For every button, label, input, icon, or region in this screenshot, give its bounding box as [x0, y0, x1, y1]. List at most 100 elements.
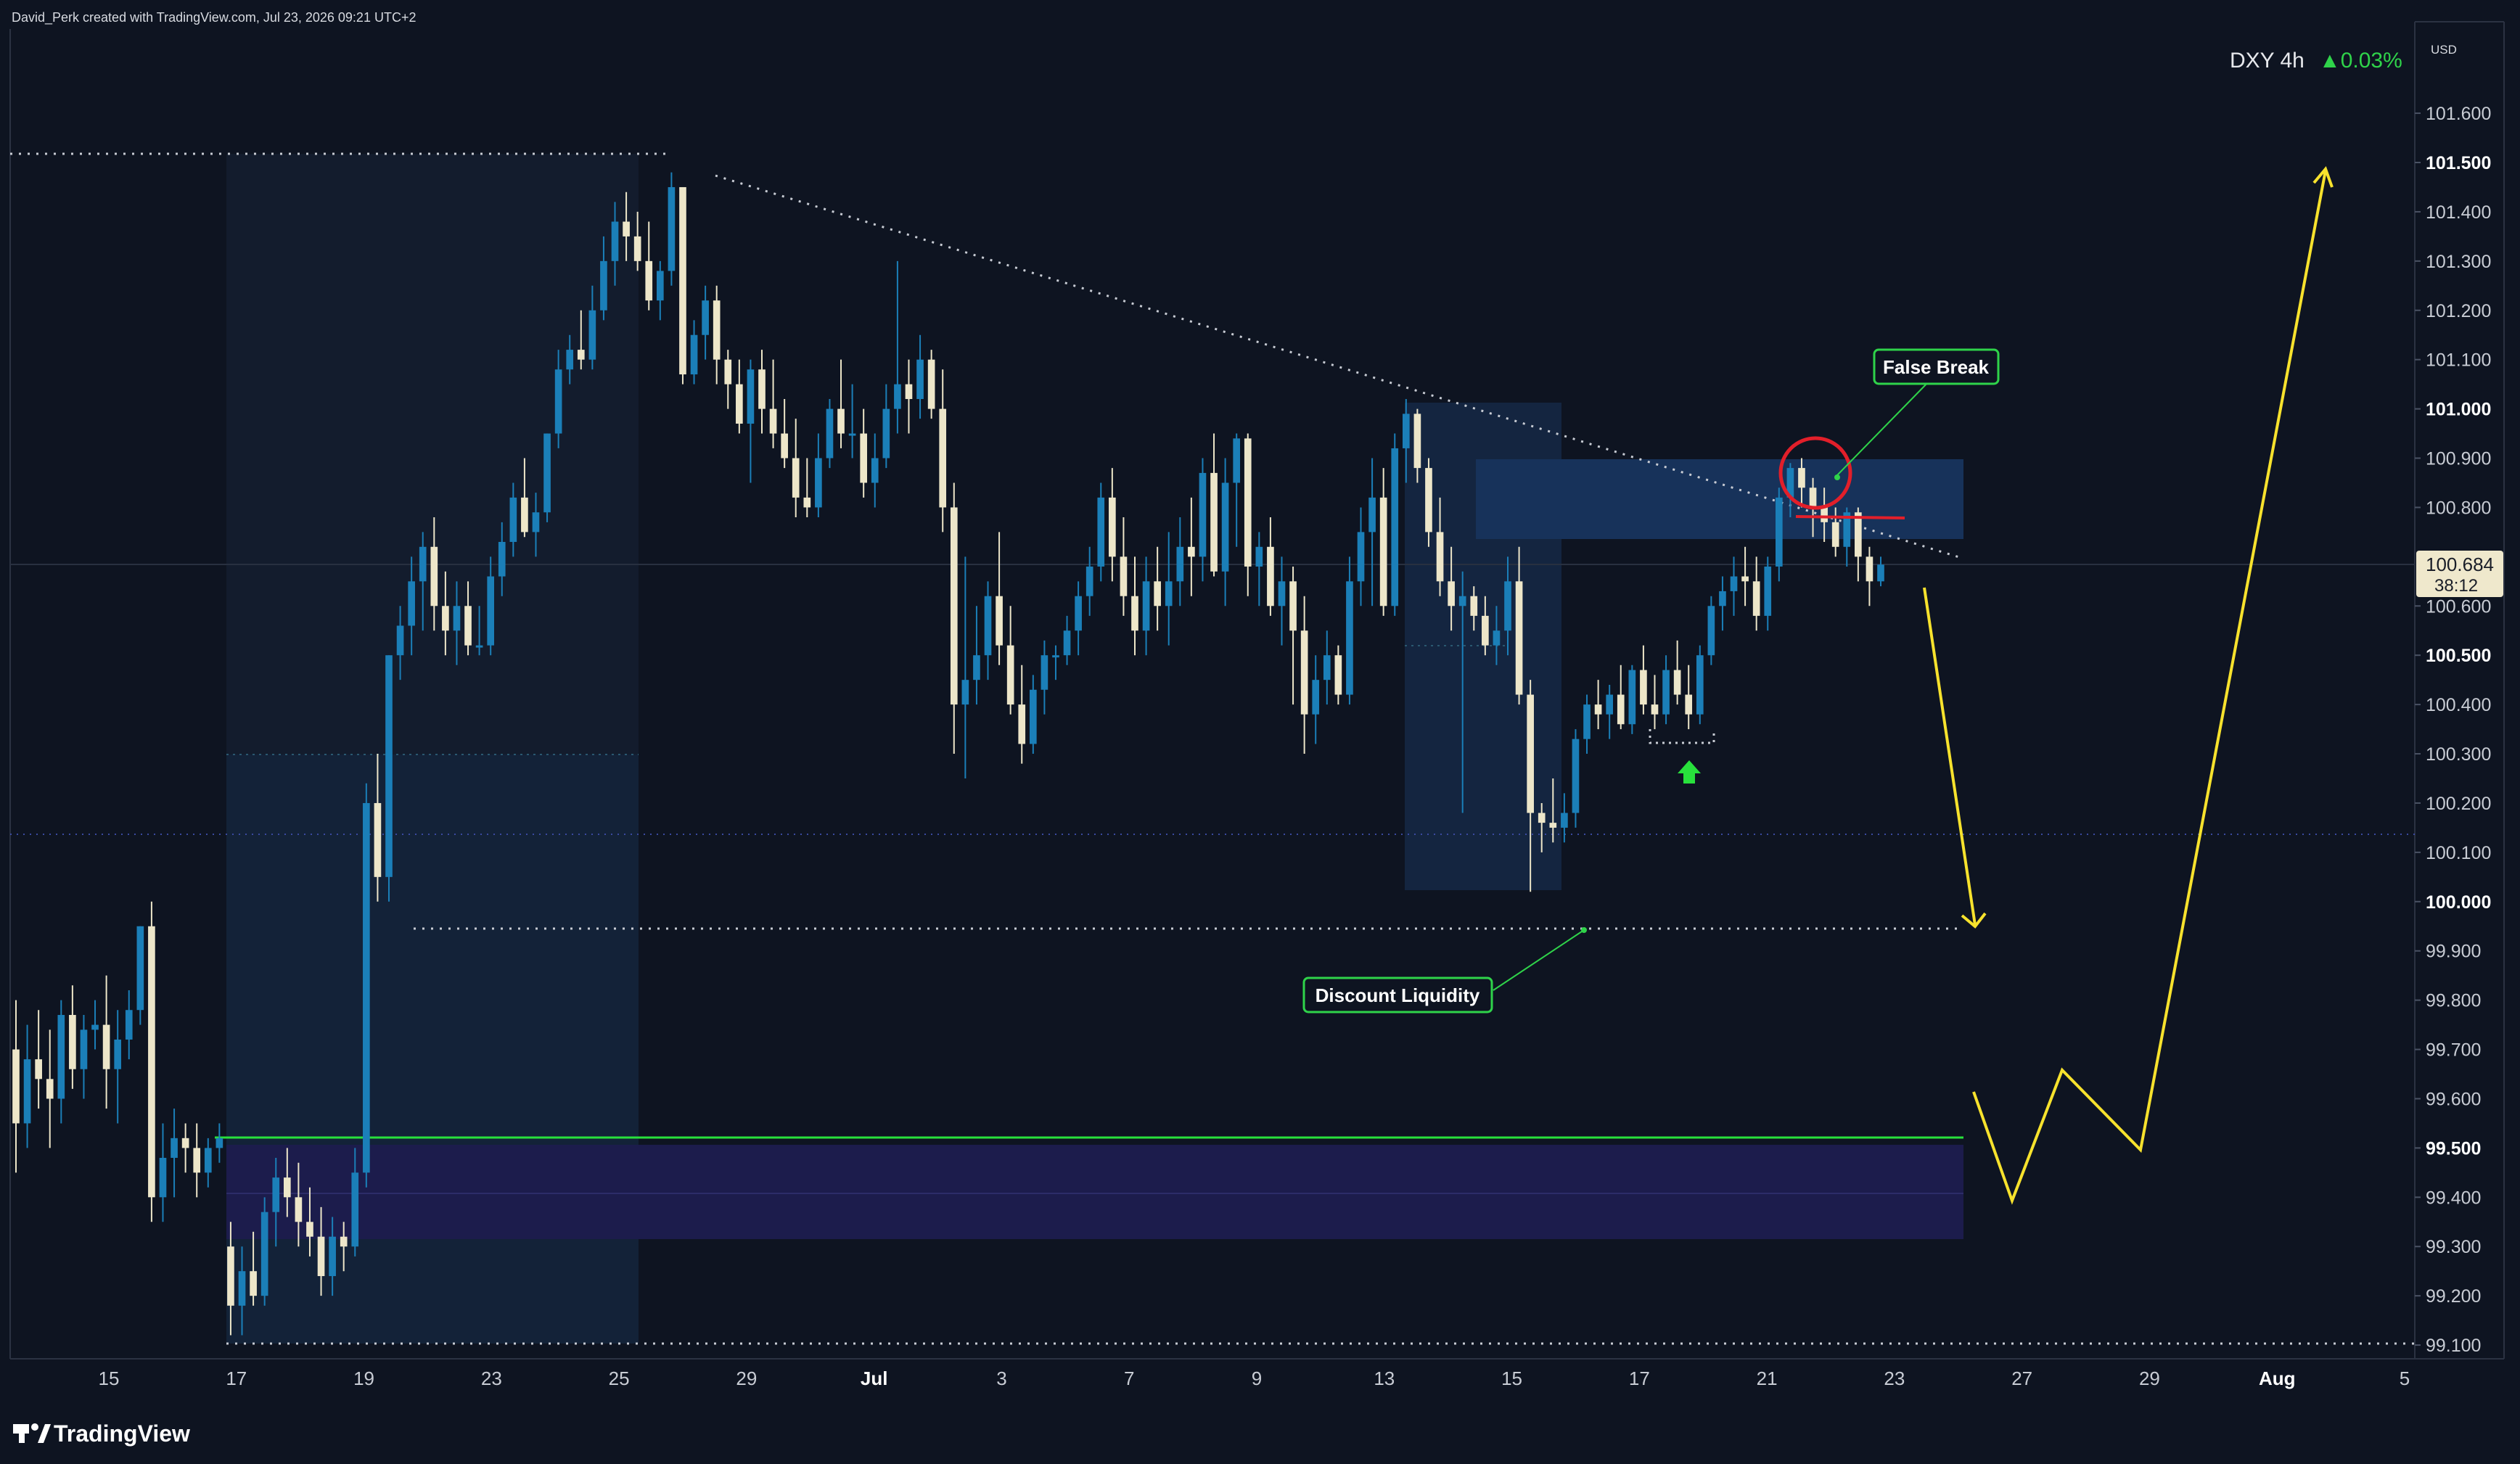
candle-body[interactable]	[1730, 576, 1738, 591]
candle-body[interactable]	[1855, 512, 1862, 557]
candle-body[interactable]	[23, 1059, 31, 1124]
candle-body[interactable]	[1120, 556, 1128, 596]
candle-body[interactable]	[329, 1236, 336, 1276]
candle-body[interactable]	[1866, 556, 1873, 582]
candle-body[interactable]	[1006, 645, 1014, 705]
candle-body[interactable]	[1199, 472, 1207, 557]
candle-body[interactable]	[1109, 497, 1116, 557]
candle-body[interactable]	[1085, 566, 1093, 596]
candle-body[interactable]	[1357, 532, 1365, 582]
candle-body[interactable]	[216, 1138, 223, 1148]
candle-body[interactable]	[340, 1236, 348, 1247]
candle-body[interactable]	[679, 186, 686, 375]
candle-body[interactable]	[453, 606, 461, 631]
candle-body[interactable]	[12, 1049, 20, 1124]
candle-body[interactable]	[1549, 823, 1557, 828]
candle-body[interactable]	[363, 802, 370, 1173]
candle-body[interactable]	[193, 1148, 201, 1173]
candle-body[interactable]	[487, 576, 495, 646]
candle-body[interactable]	[1233, 438, 1241, 483]
candle-body[interactable]	[1775, 497, 1783, 567]
candle-body[interactable]	[1391, 448, 1399, 606]
candle-body[interactable]	[882, 408, 890, 458]
candle-body[interactable]	[1413, 414, 1421, 469]
candle-body[interactable]	[1741, 576, 1749, 582]
candle-body[interactable]	[1719, 591, 1726, 606]
candle-body[interactable]	[1436, 532, 1444, 582]
candle-body[interactable]	[894, 384, 901, 409]
candle-body[interactable]	[1583, 704, 1591, 739]
candle-body[interactable]	[1606, 694, 1614, 715]
candle-body[interactable]	[668, 186, 676, 271]
candle-body[interactable]	[1097, 497, 1105, 567]
candle-body[interactable]	[656, 271, 664, 301]
candle-body[interactable]	[1278, 581, 1286, 606]
candle-body[interactable]	[1561, 813, 1568, 828]
candle-body[interactable]	[871, 458, 879, 483]
candle-body[interactable]	[1617, 694, 1625, 725]
candle-body[interactable]	[1210, 472, 1218, 572]
candle-body[interactable]	[283, 1177, 291, 1198]
candle-body[interactable]	[532, 512, 540, 532]
candle-body[interactable]	[1482, 615, 1489, 646]
candle-body[interactable]	[227, 1246, 234, 1306]
candle-body[interactable]	[1041, 655, 1048, 690]
candle-body[interactable]	[1255, 546, 1263, 567]
candle-body[interactable]	[600, 260, 607, 311]
candle-body[interactable]	[1154, 581, 1161, 606]
candle-body[interactable]	[1628, 670, 1636, 725]
candle-body[interactable]	[1831, 522, 1839, 547]
candle-body[interactable]	[419, 546, 427, 582]
discount-liquidity-label-box[interactable]	[1302, 976, 1493, 1013]
candle-body[interactable]	[295, 1197, 303, 1222]
candle-body[interactable]	[939, 408, 947, 508]
candle-body[interactable]	[837, 408, 845, 434]
candle-body[interactable]	[250, 1271, 257, 1296]
candle-body[interactable]	[566, 350, 574, 370]
candle-body[interactable]	[916, 359, 924, 400]
candle-body[interactable]	[577, 350, 585, 360]
candle-body[interactable]	[1289, 581, 1297, 631]
candle-body[interactable]	[1346, 581, 1353, 695]
candle-body[interactable]	[1821, 507, 1828, 522]
candle-body[interactable]	[35, 1059, 42, 1080]
candle-body[interactable]	[1029, 689, 1037, 744]
false-break-label-box[interactable]	[1873, 348, 2000, 385]
candle-body[interactable]	[1018, 704, 1026, 744]
candle-body[interactable]	[1651, 704, 1659, 715]
candle-body[interactable]	[1877, 564, 1884, 582]
candle-body[interactable]	[498, 541, 506, 577]
candle-body[interactable]	[736, 384, 743, 424]
candle-body[interactable]	[1402, 414, 1410, 448]
candle-body[interactable]	[690, 334, 698, 375]
candle-body[interactable]	[475, 645, 483, 648]
candle-body[interactable]	[1685, 694, 1693, 715]
candle-body[interactable]	[80, 1029, 88, 1069]
candle-body[interactable]	[509, 497, 517, 542]
candle-body[interactable]	[1244, 438, 1252, 567]
candle-body[interactable]	[927, 359, 935, 409]
candle-body[interactable]	[1368, 497, 1376, 532]
candle-body[interactable]	[408, 581, 415, 626]
candle-body[interactable]	[1267, 546, 1274, 606]
candle-body[interactable]	[1075, 596, 1082, 631]
candle-body[interactable]	[645, 260, 653, 301]
candle-body[interactable]	[1052, 655, 1059, 658]
candle-body[interactable]	[521, 497, 528, 532]
candle-body[interactable]	[204, 1148, 212, 1173]
candle-body[interactable]	[114, 1039, 122, 1069]
candle-body[interactable]	[351, 1172, 359, 1247]
candle-body[interactable]	[171, 1138, 178, 1158]
candle-body[interactable]	[1221, 482, 1229, 572]
candle-body[interactable]	[1425, 468, 1432, 532]
candle-body[interactable]	[1131, 596, 1138, 631]
candle-body[interactable]	[385, 655, 393, 877]
candle-body[interactable]	[69, 1015, 76, 1069]
candle-body[interactable]	[950, 507, 958, 705]
candle-body[interactable]	[1786, 468, 1794, 498]
candle-body[interactable]	[1707, 606, 1715, 656]
candle-body[interactable]	[588, 310, 596, 360]
candle-body[interactable]	[769, 408, 777, 434]
candle-body[interactable]	[102, 1024, 110, 1069]
